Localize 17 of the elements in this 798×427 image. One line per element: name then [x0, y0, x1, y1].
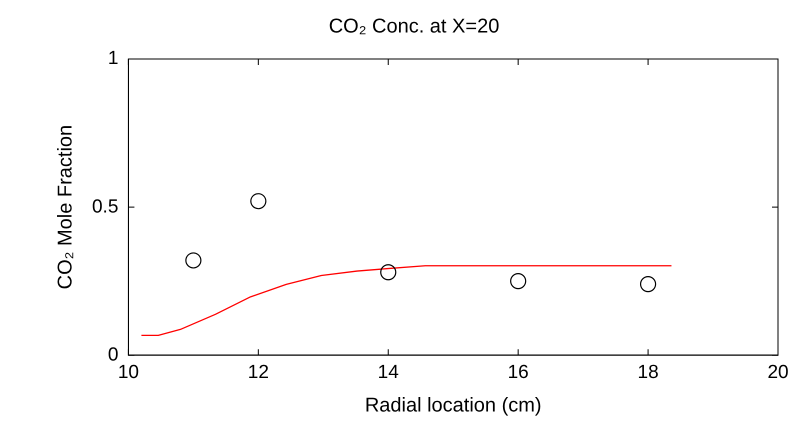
point	[185, 252, 202, 269]
x-axis-title: Radial location (cm)	[364, 394, 542, 417]
point	[510, 273, 526, 290]
point	[380, 264, 396, 280]
chart-title: CO₂ Conc. at X=20	[328, 16, 500, 38]
x-tick-label: 18	[638, 362, 659, 383]
x-tick-label: 16	[508, 362, 529, 383]
x-tick-label: 14	[378, 362, 400, 383]
y-axis-title: CO₂ Mole Fraction	[54, 124, 77, 290]
point	[250, 193, 266, 210]
point	[640, 276, 656, 292]
y-tick-label: 0	[108, 344, 118, 366]
x-tick-label: 10	[118, 362, 139, 383]
x-tick-label: 20	[767, 362, 789, 383]
y-tick-label: 0.5	[92, 196, 118, 218]
x-tick-label: 12	[248, 362, 269, 383]
y-tick-label: 1	[108, 48, 118, 70]
